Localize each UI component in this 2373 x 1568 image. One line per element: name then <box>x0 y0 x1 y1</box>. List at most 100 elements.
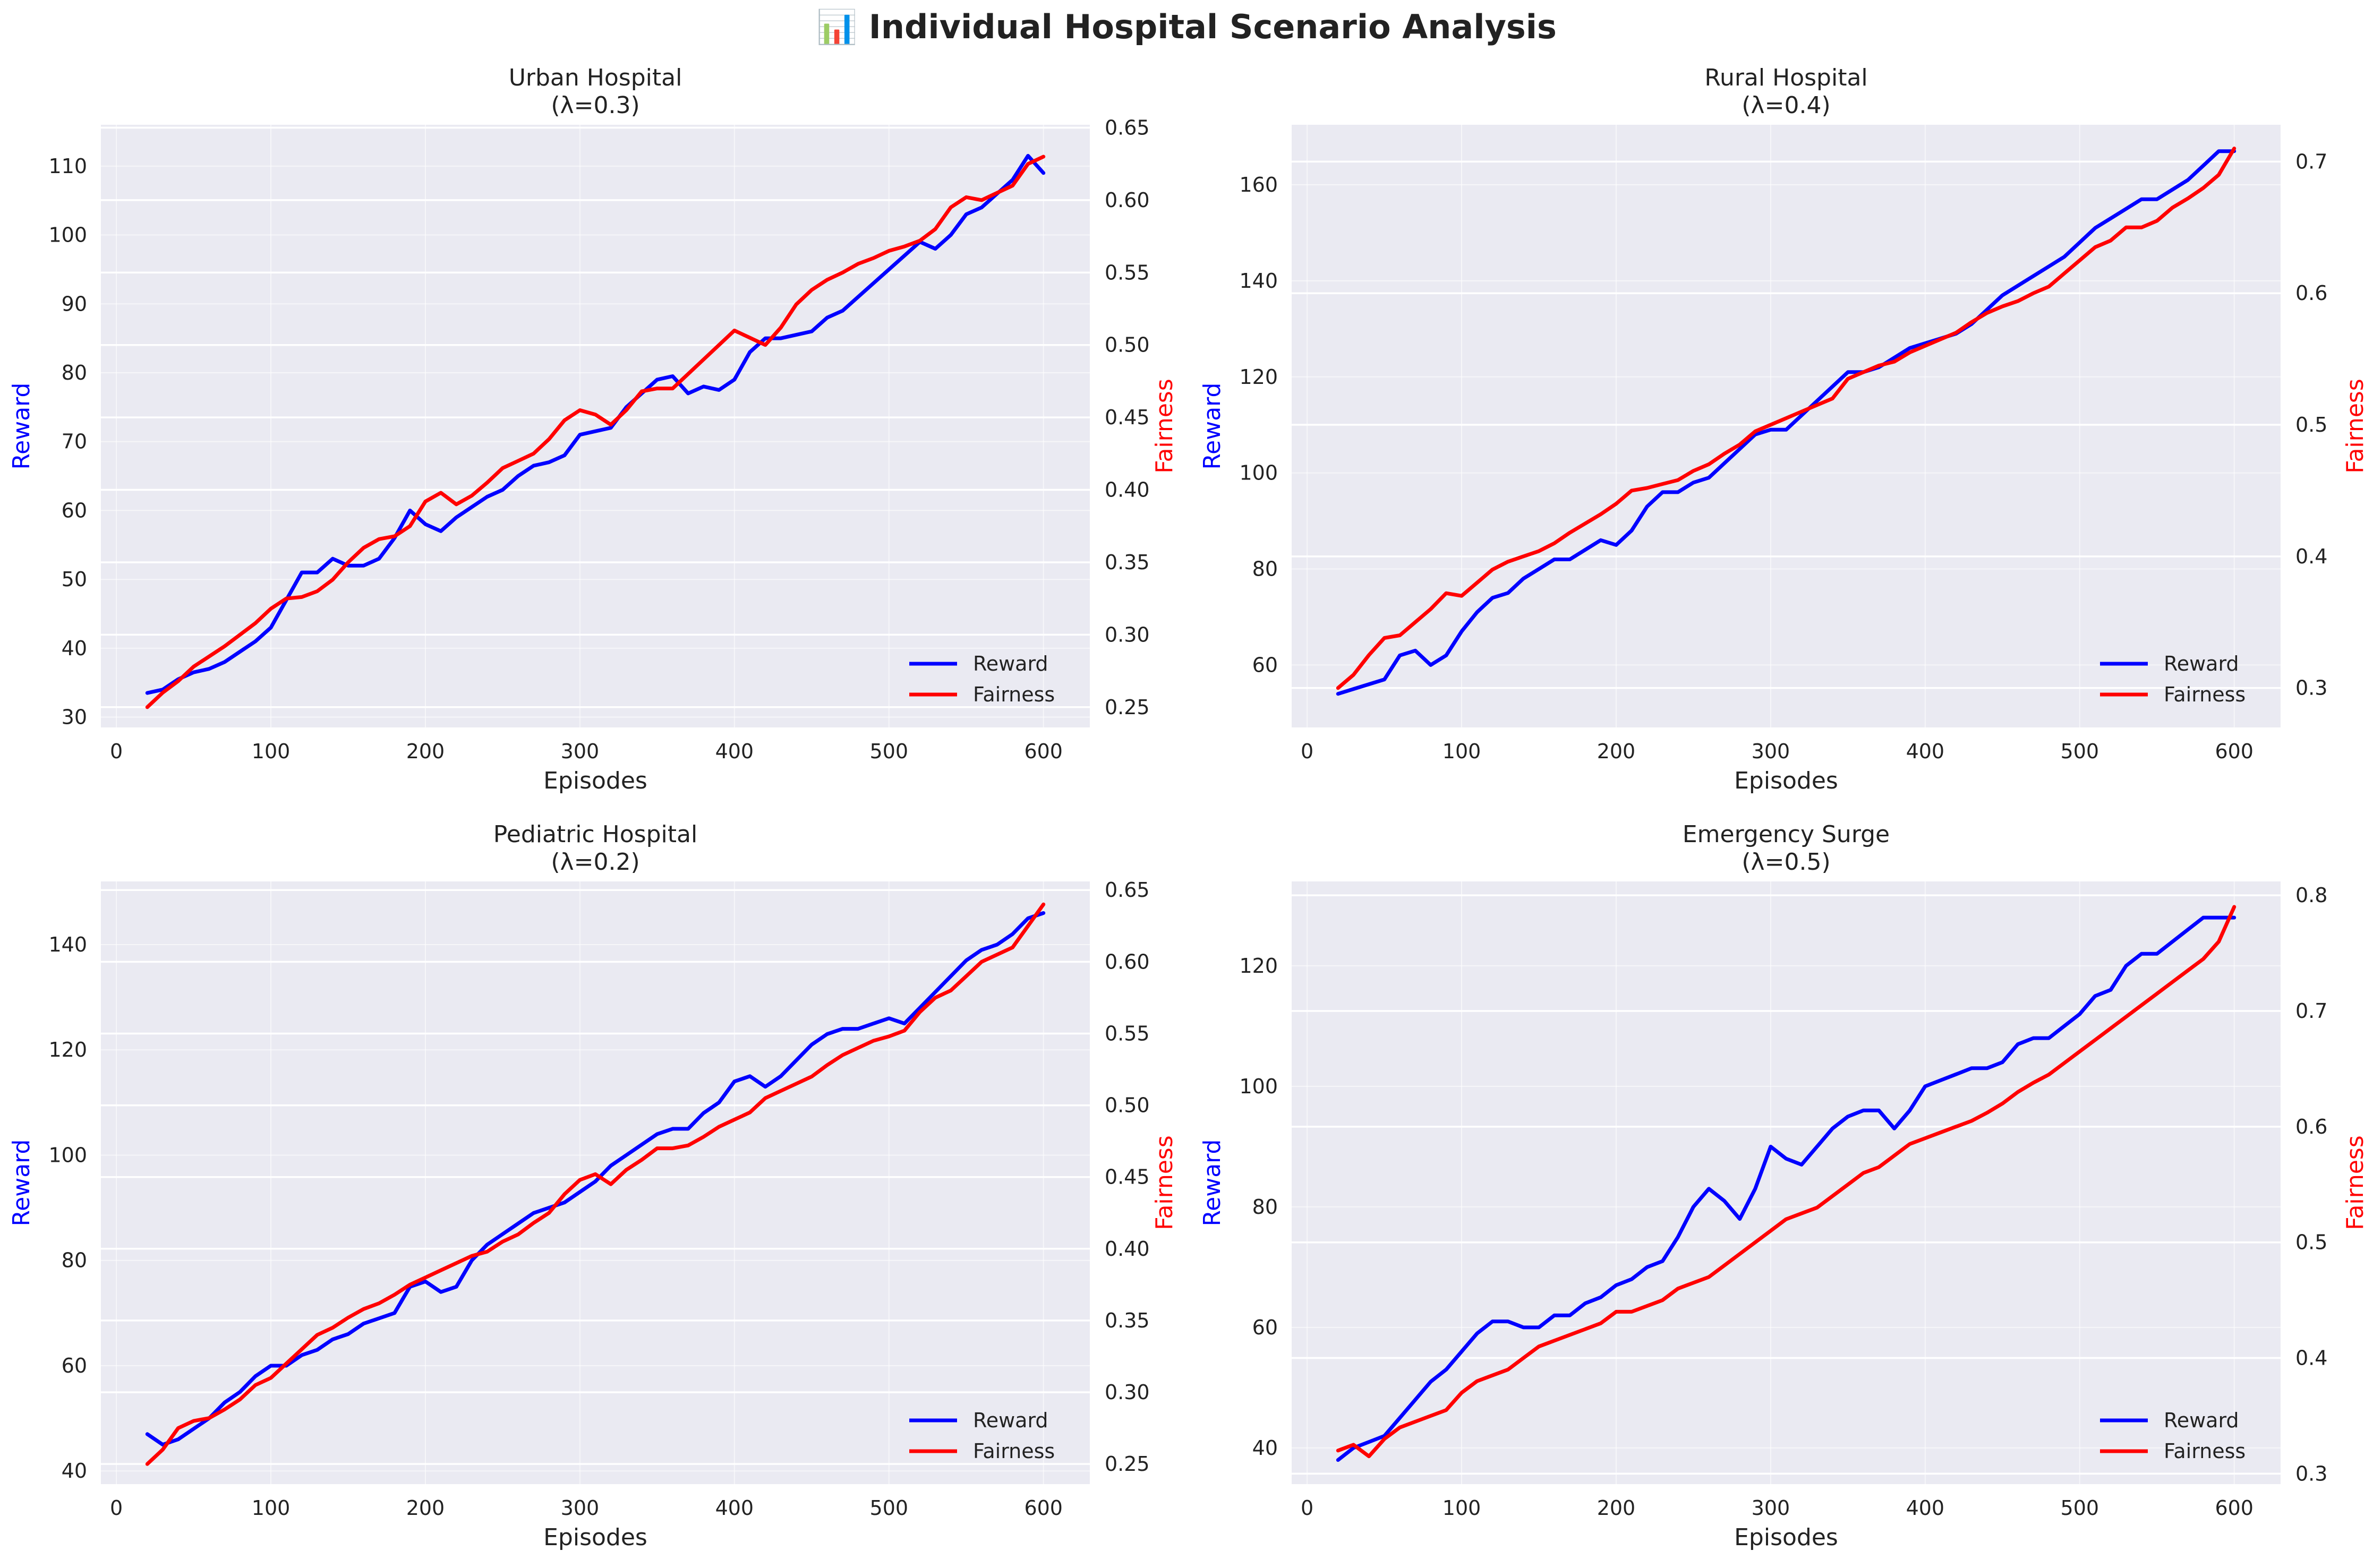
series-line-fairness <box>145 155 1046 709</box>
right-y-tick-label: 0.8 <box>2295 884 2327 907</box>
subplot-title: Urban Hospital <box>509 64 682 91</box>
right-y-axis-label: Fairness <box>1151 379 1178 474</box>
right-y-tick-label: 0.60 <box>1105 188 1150 212</box>
subplot-subtitle: (λ=0.5) <box>1742 849 1830 876</box>
right-y-tick-label: 0.60 <box>1105 950 1150 973</box>
legend-label-reward: Reward <box>2164 652 2239 675</box>
subplot-title: Emergency Surge <box>1683 821 1890 848</box>
y-axis-label: Reward <box>1199 1139 1226 1227</box>
legend-label-reward: Reward <box>973 652 1048 675</box>
right-y-tick-label: 0.7 <box>2295 150 2327 173</box>
y-tick-label: 110 <box>48 155 87 178</box>
right-y-tick-label: 0.55 <box>1105 261 1150 284</box>
x-tick-label: 100 <box>252 740 291 763</box>
legend-label-reward: Reward <box>973 1409 1048 1432</box>
y-tick-label: 90 <box>62 292 87 315</box>
x-tick-label: 400 <box>715 1496 754 1520</box>
y-tick-label: 30 <box>62 706 87 729</box>
right-y-tick-label: 0.65 <box>1105 116 1150 139</box>
plot-area <box>1292 125 2281 727</box>
y-axis-label: Reward <box>1199 383 1226 470</box>
legend-label-fairness: Fairness <box>973 1440 1055 1463</box>
x-tick-label: 600 <box>2215 1496 2254 1520</box>
plot-area <box>101 125 1090 727</box>
right-y-axis-label: Fairness <box>2342 1135 2369 1230</box>
series-line-reward <box>1336 915 2237 1462</box>
y-tick-label: 40 <box>62 637 87 660</box>
series-line-fairness <box>145 902 1046 1466</box>
series-line-fairness <box>1336 147 2237 690</box>
y-tick-label: 160 <box>1239 173 1278 196</box>
y-tick-label: 100 <box>1239 461 1278 485</box>
x-tick-label: 100 <box>1442 740 1481 763</box>
right-y-axis-label: Fairness <box>1151 1135 1178 1230</box>
y-tick-label: 40 <box>1252 1436 1278 1460</box>
right-y-tick-label: 0.7 <box>2295 999 2327 1023</box>
right-y-tick-label: 0.6 <box>2295 281 2327 305</box>
x-tick-label: 300 <box>1752 740 1790 763</box>
y-tick-label: 140 <box>1239 269 1278 293</box>
x-tick-label: 100 <box>252 1496 291 1520</box>
subplot-subtitle: (λ=0.3) <box>551 92 639 119</box>
right-y-tick-label: 0.3 <box>2295 1462 2327 1485</box>
x-tick-label: 200 <box>1597 1496 1636 1520</box>
y-tick-label: 120 <box>1239 365 1278 389</box>
x-tick-label: 0 <box>1301 1496 1313 1520</box>
y-tick-label: 40 <box>62 1459 87 1483</box>
x-tick-label: 500 <box>2061 740 2099 763</box>
x-tick-label: 200 <box>406 1496 445 1520</box>
subplot-subtitle: (λ=0.4) <box>1742 92 1830 119</box>
plot-area <box>1292 881 2281 1484</box>
x-tick-label: 200 <box>1597 740 1636 763</box>
y-axis-label: Reward <box>8 383 35 470</box>
x-tick-label: 600 <box>1024 1496 1063 1520</box>
right-y-tick-label: 0.55 <box>1105 1022 1150 1045</box>
right-y-tick-label: 0.6 <box>2295 1115 2327 1138</box>
y-tick-label: 60 <box>1252 653 1278 676</box>
legend-label-reward: Reward <box>2164 1409 2239 1432</box>
subplot-1: 0 100 200 300 400 500 600 30 40 50 60 70 80 90 100 110 0… <box>8 64 1178 794</box>
legend-label-fairness: Fairness <box>973 683 1055 706</box>
y-tick-label: 60 <box>62 499 87 522</box>
subplot-3: 0 100 200 300 400 500 600 40 60 80 100 120 140 0.25 0.… <box>8 821 1178 1551</box>
x-tick-label: 400 <box>715 740 754 763</box>
right-y-tick-label: 0.65 <box>1105 878 1150 902</box>
x-tick-label: 500 <box>2061 1496 2099 1520</box>
y-tick-label: 50 <box>62 568 87 591</box>
right-y-tick-label: 0.35 <box>1105 551 1150 574</box>
x-axis-label: Episodes <box>1734 767 1838 794</box>
y-tick-label: 70 <box>62 430 87 453</box>
right-y-tick-label: 0.30 <box>1105 623 1150 646</box>
right-y-tick-label: 0.4 <box>2295 1347 2327 1370</box>
right-y-tick-label: 0.4 <box>2295 545 2327 568</box>
x-tick-label: 400 <box>1906 1496 1945 1520</box>
y-tick-label: 60 <box>1252 1316 1278 1339</box>
x-axis-label: Episodes <box>543 767 647 794</box>
x-tick-label: 300 <box>1752 1496 1790 1520</box>
right-y-tick-label: 0.50 <box>1105 1094 1150 1117</box>
subplot-subtitle: (λ=0.2) <box>551 849 639 876</box>
right-y-tick-label: 0.50 <box>1105 333 1150 357</box>
series-line-reward <box>1336 149 2237 696</box>
subplot-4: 0 100 200 300 400 500 600 40 60 80 100 120 0.3 0.4 0.5… <box>1199 821 2369 1551</box>
figure-title: 📊 Individual Hospital Scenario Analysis <box>816 7 1557 46</box>
y-tick-label: 140 <box>48 933 87 956</box>
x-tick-label: 300 <box>561 1496 600 1520</box>
legend-label-fairness: Fairness <box>2164 683 2246 706</box>
x-tick-label: 0 <box>110 1496 123 1520</box>
y-tick-label: 120 <box>48 1038 87 1061</box>
legend-label-fairness: Fairness <box>2164 1440 2246 1463</box>
y-axis-label: Reward <box>8 1139 35 1227</box>
right-y-tick-label: 0.45 <box>1105 406 1150 429</box>
x-tick-label: 300 <box>561 740 600 763</box>
x-tick-label: 500 <box>870 740 909 763</box>
y-tick-label: 80 <box>1252 558 1278 581</box>
right-y-tick-label: 0.25 <box>1105 1452 1150 1476</box>
y-tick-label: 100 <box>48 224 87 247</box>
right-y-tick-label: 0.45 <box>1105 1166 1150 1189</box>
subplot-2: 0 100 200 300 400 500 600 60 80 100 120 140 160 0.3 0.… <box>1199 64 2369 794</box>
series-line-reward <box>145 911 1046 1447</box>
x-tick-label: 0 <box>1301 740 1313 763</box>
y-tick-label: 100 <box>1239 1075 1278 1098</box>
